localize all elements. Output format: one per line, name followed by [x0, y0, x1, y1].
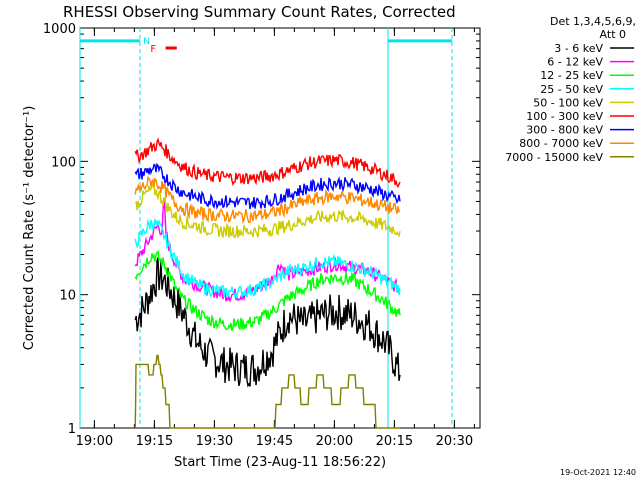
x-tick-label: 19:45	[256, 434, 293, 449]
legend-entry-label: 12 - 25 keV	[540, 69, 603, 82]
series-line-3	[134, 218, 401, 299]
series-line-7	[134, 175, 400, 225]
y-tick-label: 1	[68, 422, 76, 437]
series-line-8	[134, 354, 400, 429]
chart-title: RHESSI Observing Summary Count Rates, Co…	[63, 3, 456, 21]
y-tick-label: 1000	[43, 22, 76, 37]
x-tick-label: 19:15	[136, 434, 173, 449]
series-line-5	[134, 137, 401, 189]
x-tick-label: 20:30	[436, 434, 473, 449]
x-tick-label: 20:15	[376, 434, 413, 449]
legend-header-1: Det 1,3,4,5,6,9,	[550, 15, 636, 28]
x-tick-label: 19:30	[196, 434, 233, 449]
x-axis-label: Start Time (23-Aug-11 18:56:22)	[174, 455, 386, 470]
timestamp-label: 19-Oct-2021 12:40	[560, 468, 636, 477]
series-line-2	[134, 249, 401, 332]
annotation-f: F	[150, 44, 156, 55]
y-axis-label: Corrected Count Rate (s⁻¹ detector⁻¹)	[22, 106, 37, 351]
y-tick-label: 10	[59, 289, 76, 304]
y-tick-label: 100	[51, 155, 76, 170]
legend-entry-label: 800 - 7000 keV	[519, 137, 603, 150]
annotation-n: N	[143, 37, 150, 47]
x-tick-label: 19:00	[76, 434, 113, 449]
legend-header-2: Att 0	[600, 28, 626, 41]
legend-entry-label: 25 - 50 keV	[540, 83, 603, 96]
legend-entry-label: 3 - 6 keV	[554, 42, 603, 55]
legend-entry-label: 6 - 12 keV	[547, 56, 603, 69]
legend-entry-label: 7000 - 15000 keV	[505, 151, 603, 164]
legend-entry-label: 300 - 800 keV	[526, 124, 603, 137]
legend-entry-label: 50 - 100 keV	[533, 96, 603, 109]
x-tick-label: 20:00	[316, 434, 353, 449]
series-line-0	[134, 257, 401, 388]
plot-area: 1 10 100 1000 19:00 19:15 19:30 19:45 20:00 20:15…	[43, 22, 481, 449]
legend-entry-label: 100 - 300 keV	[526, 110, 603, 123]
series-line-6	[134, 162, 401, 210]
series-line-4	[134, 182, 401, 239]
